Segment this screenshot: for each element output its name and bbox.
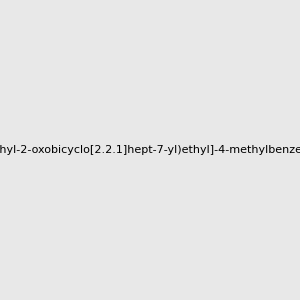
Text: N-[2-(1,7-dimethyl-2-oxobicyclo[2.2.1]hept-7-yl)ethyl]-4-methylbenzenesulfonamid: N-[2-(1,7-dimethyl-2-oxobicyclo[2.2.1]he… <box>0 145 300 155</box>
